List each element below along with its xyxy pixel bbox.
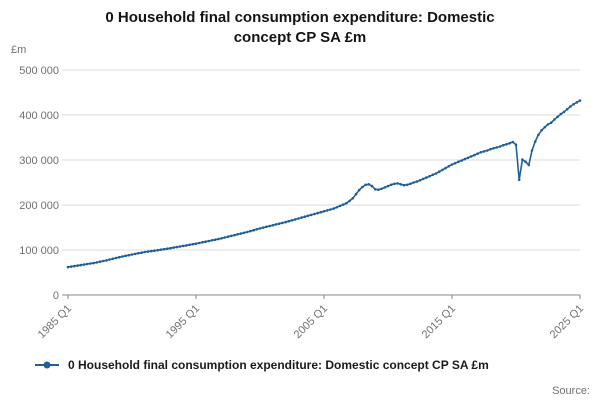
x-tick-labels: 1985 Q1 1995 Q1 2005 Q1 2015 Q1 2025 Q1 — [36, 303, 586, 341]
y-gridlines — [62, 69, 580, 251]
chart-title: 0 Household final consumption expenditur… — [105, 9, 495, 46]
source-label: Source: — [552, 385, 590, 397]
svg-text:100 000: 100 000 — [19, 245, 59, 257]
svg-text:500 000: 500 000 — [19, 65, 59, 77]
svg-text:2025 Q1: 2025 Q1 — [548, 303, 586, 341]
svg-text:400 000: 400 000 — [19, 110, 59, 122]
legend: 0 Household final consumption expenditur… — [34, 358, 489, 372]
series-line — [67, 99, 581, 268]
svg-text:2015 Q1: 2015 Q1 — [420, 303, 458, 341]
legend-marker — [35, 361, 59, 369]
legend-label: 0 Household final consumption expenditur… — [68, 358, 489, 372]
svg-text:200 000: 200 000 — [19, 200, 59, 212]
svg-text:2005 Q1: 2005 Q1 — [292, 303, 330, 341]
x-ticks — [67, 295, 581, 299]
svg-text:1985 Q1: 1985 Q1 — [36, 303, 74, 341]
svg-text:300 000: 300 000 — [19, 155, 59, 167]
y-tick-labels: 0 100 000 200 000 300 000 400 000 500 000 — [19, 65, 59, 302]
y-axis-unit-label: £m — [11, 44, 27, 56]
series-markers — [66, 99, 582, 269]
legend-item[interactable]: 0 Household final consumption expenditur… — [34, 358, 489, 372]
legend-line-dot-icon — [35, 361, 59, 369]
plot-area: 0 100 000 200 000 300 000 400 000 500 000 198… — [19, 65, 586, 341]
svg-text:1995 Q1: 1995 Q1 — [164, 303, 202, 341]
svg-text:0: 0 — [53, 290, 59, 302]
